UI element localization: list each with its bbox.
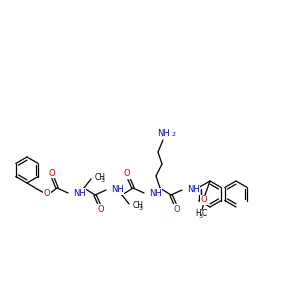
Text: O: O: [98, 205, 104, 214]
Text: 3: 3: [101, 178, 105, 182]
Text: H: H: [195, 209, 201, 218]
Text: 3: 3: [199, 214, 203, 218]
Text: C: C: [202, 209, 207, 218]
Text: CH: CH: [95, 173, 106, 182]
Text: 2: 2: [171, 133, 175, 137]
Text: O: O: [124, 169, 130, 178]
Text: CH: CH: [133, 202, 144, 211]
Text: O: O: [174, 205, 180, 214]
Text: O: O: [201, 196, 207, 205]
Text: NH: NH: [73, 188, 86, 197]
Text: O: O: [49, 169, 55, 178]
Text: NH: NH: [158, 128, 170, 137]
Text: NH: NH: [149, 188, 162, 197]
Text: NH: NH: [187, 185, 200, 194]
Text: NH: NH: [111, 185, 124, 194]
Text: O: O: [44, 190, 50, 199]
Text: 3: 3: [139, 206, 143, 211]
